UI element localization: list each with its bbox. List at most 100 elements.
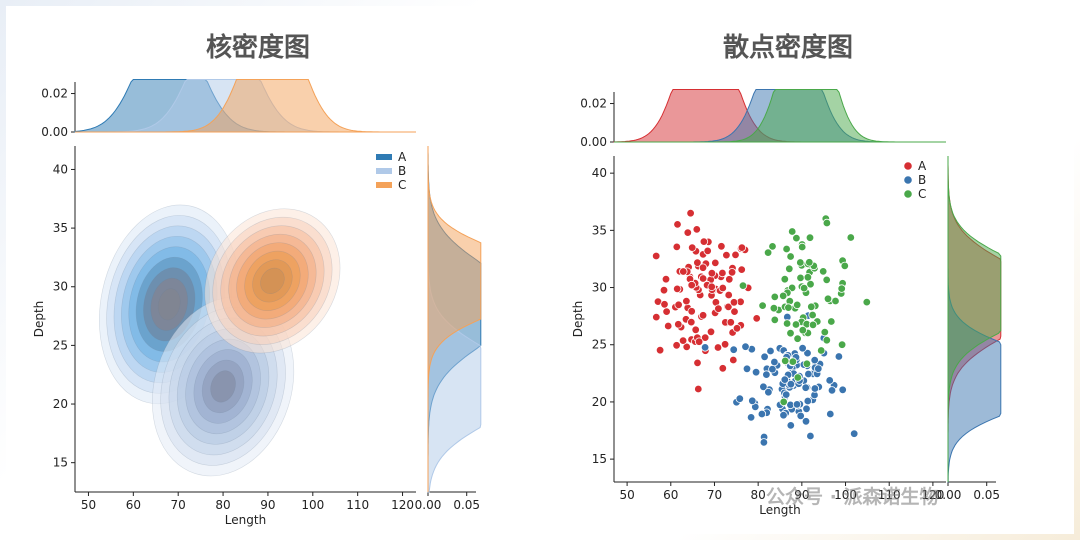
scatter-point-C (808, 320, 818, 330)
scatter-point-A (718, 364, 727, 373)
scatter-point-A (679, 267, 688, 276)
scatter-point-A (682, 342, 691, 352)
y-tick-label: 20 (592, 395, 607, 409)
x-tick-label: 110 (878, 488, 901, 502)
scatter-point-B (741, 342, 750, 351)
scatter-point-C (837, 284, 846, 293)
scatter-point-B (814, 364, 823, 373)
scatter-point-A (687, 280, 696, 290)
scatter-point-A (729, 298, 739, 307)
scatter-point-A (698, 263, 708, 272)
scatter-point-A (718, 268, 727, 278)
scatter-point-C (784, 303, 793, 312)
scatter-point-C (779, 397, 788, 407)
scatter-point-C (770, 292, 779, 302)
scatter-point-B (838, 385, 847, 394)
scatter-point-A (729, 355, 738, 365)
scatter-point-B (700, 343, 710, 352)
scatter-point-C (793, 373, 802, 382)
y-tick-label: 35 (53, 221, 68, 235)
x-tick-label: 60 (126, 498, 141, 512)
left-chart-title: 核密度图 (206, 32, 310, 63)
scatter-point-C (782, 319, 792, 328)
scatter-point-A (720, 340, 730, 349)
scatter-point-A (682, 296, 691, 306)
scatter-point-B (760, 352, 769, 361)
scatter-point-A (718, 283, 727, 293)
x-tick-label: 90 (794, 488, 809, 502)
scatter-point-C (780, 275, 789, 284)
scatter-point-A (687, 317, 696, 327)
scatter-point-A (737, 243, 747, 252)
scatter-point-A (687, 307, 696, 316)
scatter-point-B (768, 365, 777, 374)
x-tick-label: 120 (921, 488, 944, 502)
scatter-point-A (693, 258, 702, 267)
x-tick-label: 70 (707, 488, 722, 502)
top-marginal-tick-label: 0.02 (580, 97, 607, 111)
x-tick-label: 80 (751, 488, 766, 502)
y-tick-label: 30 (53, 280, 68, 294)
scatter-point-A (688, 243, 697, 252)
scatter-point-A (674, 300, 683, 309)
scatter-point-C (831, 296, 840, 306)
scatter-point-A (659, 286, 669, 295)
scatter-point-A (717, 242, 726, 251)
scatter-point-C (791, 320, 801, 329)
scatter-point-A (731, 250, 740, 260)
scatter-point-A (737, 265, 746, 274)
top-marginal-tick-label: 0.02 (41, 87, 68, 101)
x-axis-label: Length (225, 513, 266, 527)
y-tick-label: 30 (592, 281, 607, 295)
figure-canvas: 核密度图 散点密度图 50 60 70 80 90 100 110 120 15 20 25 30 35… (6, 6, 1074, 534)
scatter-point-A (694, 337, 704, 346)
scatter-point-C (805, 233, 815, 242)
scatter-point-B (759, 382, 768, 391)
scatter-points (652, 208, 871, 447)
right-marginal-density-C (427, 146, 482, 492)
scatter-point-B (779, 411, 788, 420)
legend-swatch-A (376, 154, 392, 160)
scatter-point-A (727, 268, 737, 277)
scatter-point-B (825, 376, 834, 385)
scatter-point-A (726, 318, 735, 327)
scatter-point-A (730, 307, 739, 316)
scatter-point-B (796, 411, 805, 421)
scatter-point-A (713, 343, 723, 352)
right-marginal-tick-label: 0.05 (453, 498, 480, 512)
kde-contour-A (157, 288, 181, 321)
legend-label-C: C (398, 178, 406, 192)
scatter-point-A (714, 304, 723, 313)
scatter-point-A (674, 320, 683, 329)
scatter-point-A (724, 290, 733, 300)
scatter-point-C (758, 301, 767, 310)
scatter-point-C (796, 258, 805, 267)
scatter-point-A (725, 275, 734, 284)
scatter-point-B (827, 386, 837, 395)
scatter-point-A (703, 246, 712, 256)
scatter-point-A (707, 269, 717, 278)
scatter-point-A (655, 346, 665, 355)
scatter-point-B (801, 383, 810, 392)
x-tick-label: 70 (171, 498, 186, 512)
scatter-point-A (683, 228, 692, 237)
scatter-point-A (673, 284, 682, 294)
scatter-point-C (827, 317, 836, 326)
right-marginal-tick-label: 0.05 (973, 488, 1000, 502)
legend-label-B: B (398, 164, 406, 178)
scatter-point-A (732, 324, 742, 333)
scatter-point-A (692, 225, 701, 234)
scatter-point-C (763, 248, 773, 257)
scatter-point-B (802, 404, 811, 413)
scatter-point-C (807, 302, 816, 311)
scatter-point-C (822, 275, 831, 285)
y-tick-label: 15 (53, 456, 68, 470)
top-marginal-density-C (75, 79, 416, 133)
right-scatter-chart: 50 60 70 80 90 100 110 120 15 20 25 30 35 40 Length Dep… (571, 89, 1002, 517)
scatter-point-B (803, 396, 812, 406)
scatter-point-B (770, 357, 779, 367)
x-tick-label: 50 (81, 498, 96, 512)
scatter-point-B (759, 438, 769, 447)
scatter-point-C (862, 297, 871, 307)
